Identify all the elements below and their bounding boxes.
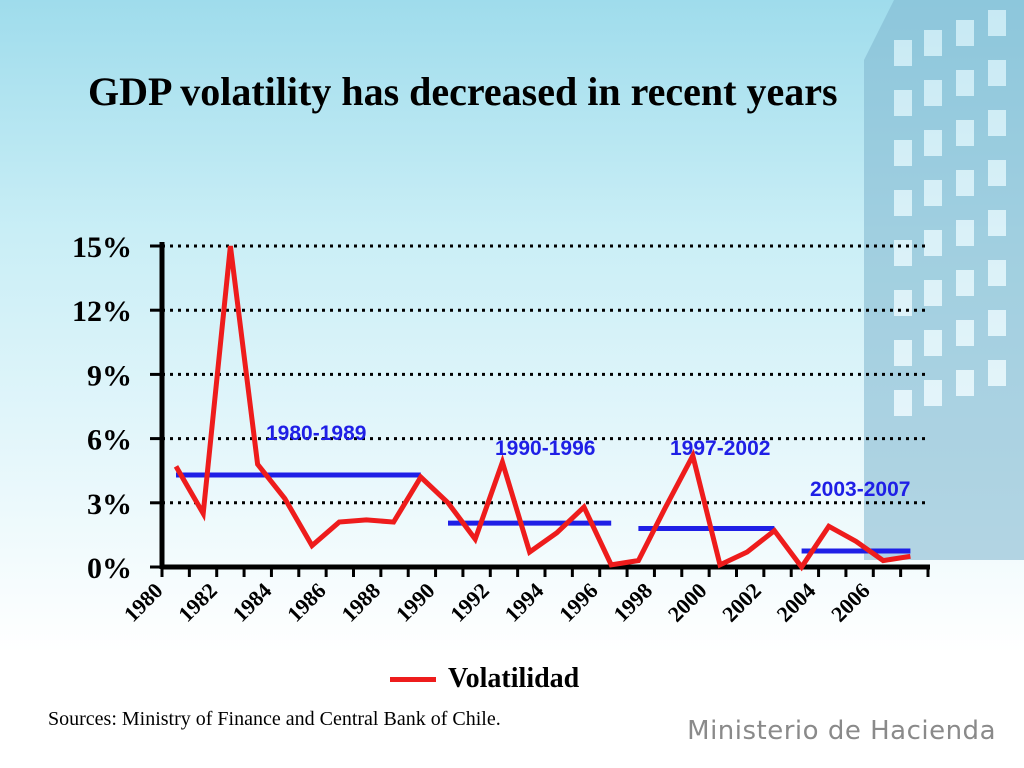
ministry-logo-text: Ministerio de Hacienda <box>687 716 996 746</box>
x-tick-label-1980: 1980 <box>119 578 168 627</box>
x-tick-label-1984: 1984 <box>228 578 277 627</box>
x-tick-label-2004: 2004 <box>772 578 821 627</box>
legend-label-volatilidad: Volatilidad <box>448 663 580 694</box>
x-tick-label-1986: 1986 <box>282 578 331 627</box>
axes <box>150 242 930 577</box>
average-label-2003-2007: 2003-2007 <box>810 478 910 501</box>
average-label-1997-2002: 1997-2002 <box>670 437 770 460</box>
source-note: Sources: Ministry of Finance and Central… <box>48 708 501 730</box>
building-background-image <box>864 0 1024 560</box>
y-tick-label-12: 12% <box>72 295 132 328</box>
gridlines <box>162 244 928 505</box>
legend-swatch-volatilidad <box>390 676 436 682</box>
x-tick-label-2000: 2000 <box>663 578 712 627</box>
average-label-1990-1996: 1990-1996 <box>495 437 595 460</box>
average-label-1980-1989: 1980-1989 <box>266 422 366 445</box>
series-line-volatilidad <box>173 245 911 572</box>
average-lines <box>176 472 911 554</box>
x-tick-label-1998: 1998 <box>608 578 657 627</box>
y-tick-label-0: 0% <box>87 552 132 585</box>
x-tick-label-1988: 1988 <box>336 578 385 627</box>
y-tick-label-3: 3% <box>87 488 132 521</box>
legend: Volatilidad <box>390 662 579 696</box>
x-tick-label-1996: 1996 <box>554 578 603 627</box>
y-tick-label-6: 6% <box>87 424 132 457</box>
x-tick-label-1992: 1992 <box>445 578 494 627</box>
slide-title: GDP volatility has decreased in recent y… <box>88 69 838 114</box>
x-tick-label-1982: 1982 <box>173 578 222 627</box>
x-tick-label-1994: 1994 <box>500 578 549 627</box>
x-tick-label-2002: 2002 <box>717 578 766 627</box>
y-tick-label-15: 15% <box>72 231 132 264</box>
x-tick-label-1990: 1990 <box>391 578 440 627</box>
y-tick-label-9: 9% <box>87 359 132 392</box>
series-lines <box>173 245 911 572</box>
x-tick-label-2006: 2006 <box>826 578 875 627</box>
